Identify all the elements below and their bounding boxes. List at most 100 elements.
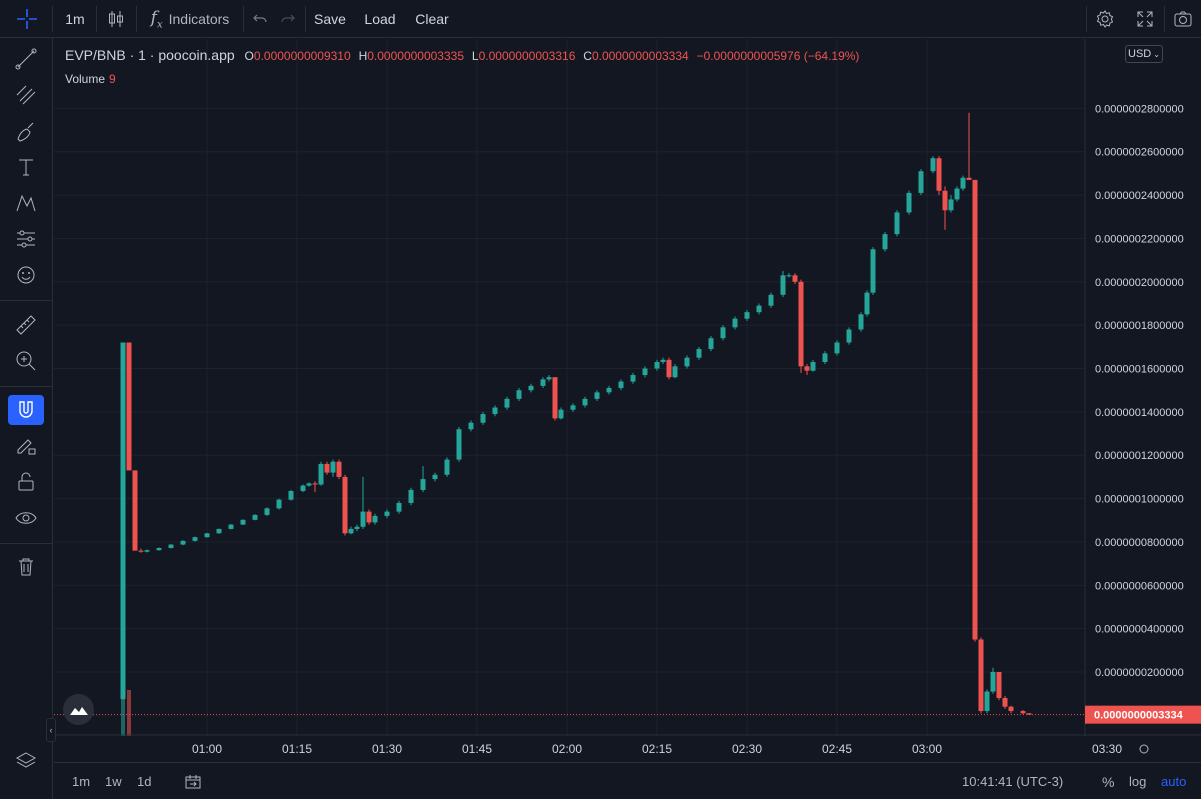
- y-tick-label: 0.0000001200000: [1095, 450, 1184, 462]
- candle: [930, 158, 936, 172]
- candle: [894, 212, 900, 235]
- log-toggle[interactable]: log: [1129, 774, 1147, 789]
- pencil-lock-icon: [17, 439, 36, 455]
- candle: [204, 533, 210, 538]
- y-tick-label: 0.0000000600000: [1095, 580, 1184, 592]
- candle: [408, 489, 414, 503]
- lock-drawings-tool[interactable]: [8, 431, 44, 461]
- redo-button[interactable]: [276, 0, 300, 38]
- close-key: C: [583, 49, 592, 63]
- emoji-tool[interactable]: [8, 260, 44, 290]
- candle: [846, 329, 852, 343]
- candle: [552, 377, 558, 419]
- zoom-tool[interactable]: [8, 346, 44, 376]
- auto-scale-toggle[interactable]: auto: [1161, 774, 1187, 789]
- undo-button[interactable]: [248, 0, 272, 38]
- y-tick-label: 0.0000002000000: [1095, 277, 1184, 289]
- magnet-tool[interactable]: [8, 395, 44, 425]
- forecast-icon: [17, 230, 35, 248]
- candle: [768, 294, 774, 306]
- load-button[interactable]: Load: [364, 11, 396, 27]
- candle: [996, 672, 1002, 699]
- candle: [528, 385, 534, 391]
- symbol-label[interactable]: EVP/BNB · 1 · poocoin.app: [65, 47, 235, 63]
- chart-type-button[interactable]: [100, 0, 132, 38]
- candle: [1008, 706, 1014, 712]
- currency-dropdown[interactable]: USD ⌄: [1125, 45, 1163, 63]
- range-1w-button[interactable]: 1w: [105, 774, 122, 789]
- magnet-icon: [19, 401, 33, 418]
- crosshair-tool-button[interactable]: [8, 0, 46, 38]
- percent-toggle[interactable]: %: [1102, 773, 1115, 790]
- tradingview-logo-button[interactable]: [63, 694, 94, 725]
- x-tick-label: 02:30: [732, 742, 762, 756]
- pitchfork-tool[interactable]: [8, 80, 44, 110]
- candle: [834, 342, 840, 354]
- close-value: 0.0000000003334: [591, 49, 689, 63]
- candle: [504, 398, 510, 408]
- measure-tool[interactable]: [8, 310, 44, 340]
- chart-pane[interactable]: −0.00000002000000.00000002000000.0000000…: [54, 39, 1201, 799]
- candle: [342, 476, 348, 534]
- change-value: −0.0000000005976 (−64.19%): [696, 49, 860, 63]
- text-tool[interactable]: [8, 152, 44, 182]
- fx-icon: fx: [150, 7, 163, 31]
- remove-drawings-tool[interactable]: [8, 552, 44, 582]
- candle: [858, 314, 864, 330]
- candles-icon: [109, 11, 123, 27]
- goto-date-button[interactable]: [184, 763, 202, 799]
- candle: [708, 338, 714, 350]
- brush-tool[interactable]: [8, 116, 44, 146]
- time-axis: [54, 736, 1201, 762]
- candle: [942, 190, 948, 211]
- candle: [558, 409, 564, 419]
- price-chart[interactable]: −0.00000002000000.00000002000000.0000000…: [54, 39, 1201, 766]
- toolbar-divider: [305, 6, 306, 32]
- range-1m-button[interactable]: 1m: [72, 774, 91, 789]
- candle: [276, 499, 282, 509]
- trend-line-tool[interactable]: [8, 44, 44, 74]
- candle: [216, 528, 222, 534]
- interval-button[interactable]: 1m: [65, 11, 85, 27]
- indicators-button[interactable]: fx Indicators: [142, 0, 238, 38]
- save-button[interactable]: Save: [314, 11, 346, 27]
- y-tick-label: 0.0000000800000: [1095, 537, 1184, 549]
- indicators-label: Indicators: [168, 11, 230, 27]
- fullscreen-button[interactable]: [1130, 0, 1160, 38]
- smiley-icon: [17, 266, 35, 284]
- toolbar-divider: [243, 6, 244, 32]
- volume-legend[interactable]: Volume 9: [65, 72, 116, 86]
- candle: [822, 353, 828, 363]
- forecast-tool[interactable]: [8, 224, 44, 254]
- candle: [618, 381, 624, 389]
- collapse-toolbar-button[interactable]: ‹: [46, 718, 56, 742]
- settings-button[interactable]: [1090, 0, 1120, 38]
- candle: [666, 359, 672, 378]
- candle: [1020, 711, 1026, 714]
- unlock-icon: [18, 472, 34, 491]
- screenshot-button[interactable]: [1168, 0, 1198, 38]
- range-1d-button[interactable]: 1d: [137, 774, 152, 789]
- candle: [240, 519, 246, 525]
- x-tick-label: 01:30: [372, 742, 402, 756]
- layers-icon: [15, 752, 37, 768]
- candle: [288, 491, 294, 500]
- candle: [810, 362, 816, 371]
- crosshair-icon: [17, 9, 37, 29]
- candle: [960, 177, 966, 189]
- candle: [570, 405, 576, 410]
- x-tick-label: 02:15: [642, 742, 672, 756]
- hide-drawings-tool[interactable]: [8, 503, 44, 533]
- unlock-tool[interactable]: [8, 467, 44, 497]
- clock-display[interactable]: 10:41:41 (UTC-3): [962, 774, 1064, 789]
- pattern-tool[interactable]: [8, 188, 44, 218]
- x-tick-label: 02:00: [552, 742, 582, 756]
- candle: [168, 544, 174, 549]
- open-key: O: [244, 49, 254, 63]
- clear-button[interactable]: Clear: [415, 11, 449, 27]
- toolbar-divider: [0, 300, 53, 301]
- candle: [1026, 713, 1032, 715]
- trash-icon: [19, 558, 33, 576]
- object-tree-button[interactable]: [8, 746, 44, 776]
- high-key: H: [358, 49, 368, 63]
